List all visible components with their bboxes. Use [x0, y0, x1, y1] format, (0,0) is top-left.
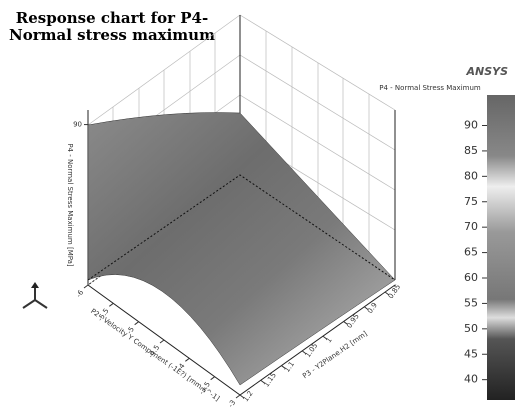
surface-hidden-edge [87, 174, 396, 281]
y-tick-label: 1.2 [242, 390, 255, 404]
logo: ANSYS [465, 65, 508, 78]
y-tick [239, 394, 245, 399]
y-tick [363, 306, 369, 311]
x-tick-label: -3 [227, 399, 238, 409]
z-axis-label: P4 - Normal Stress Maximum [MPa] [66, 143, 74, 267]
colorbar-title: P4 - Normal Stress Maximum [379, 84, 481, 92]
x-tick [159, 339, 165, 344]
y-tick-label: 1.1 [283, 360, 296, 374]
colorbar-tick-label: 55 [464, 296, 478, 309]
x-tick [134, 321, 139, 326]
x-tick [109, 302, 114, 307]
colorbar-tick-label: 90 [464, 119, 478, 132]
chart-title: Normal stress maximum [9, 26, 215, 44]
x-tick [83, 284, 89, 289]
y-tick-label: 0.9 [366, 301, 379, 315]
colorbar-tick-label: 85 [464, 144, 478, 157]
response-surface [87, 112, 396, 386]
y-tick [301, 350, 307, 355]
y-tick-label: 0.95 [345, 312, 360, 329]
colorbar-tick-label: 60 [464, 271, 478, 284]
colorbar-tick-label: 40 [464, 373, 478, 386]
y-tick-label: 1 [325, 336, 334, 344]
x-tick [235, 394, 241, 399]
x-tick-label: -5 [125, 325, 136, 335]
z-tick-label: 90 [73, 121, 82, 129]
x-tick-label: -4 [176, 362, 187, 373]
x-tick-label: -6 [75, 288, 86, 299]
colorbar-tick-label: 65 [464, 246, 478, 259]
y-tick-label: 0.85 [387, 283, 402, 300]
y-tick [260, 379, 266, 384]
colorbar-tick-label: 50 [464, 322, 478, 335]
y-tick-label: 1.15 [262, 371, 277, 388]
y-tick-label: 1.05 [304, 342, 319, 359]
colorbar-tick-label: 45 [464, 347, 478, 360]
colorbar-tick-label: 80 [464, 169, 478, 182]
y-tick [384, 291, 390, 296]
colorbar-tick-label: 75 [464, 195, 478, 208]
chart-title: Response chart for P4- [16, 9, 208, 27]
axis-triad [22, 282, 48, 309]
x-tick [210, 376, 215, 381]
x-tick [185, 357, 190, 362]
colorbar-tick-label: 70 [464, 220, 478, 233]
y-tick [322, 335, 328, 340]
y-tick [343, 321, 348, 325]
y-tick [281, 365, 286, 369]
colorbar [487, 95, 515, 400]
